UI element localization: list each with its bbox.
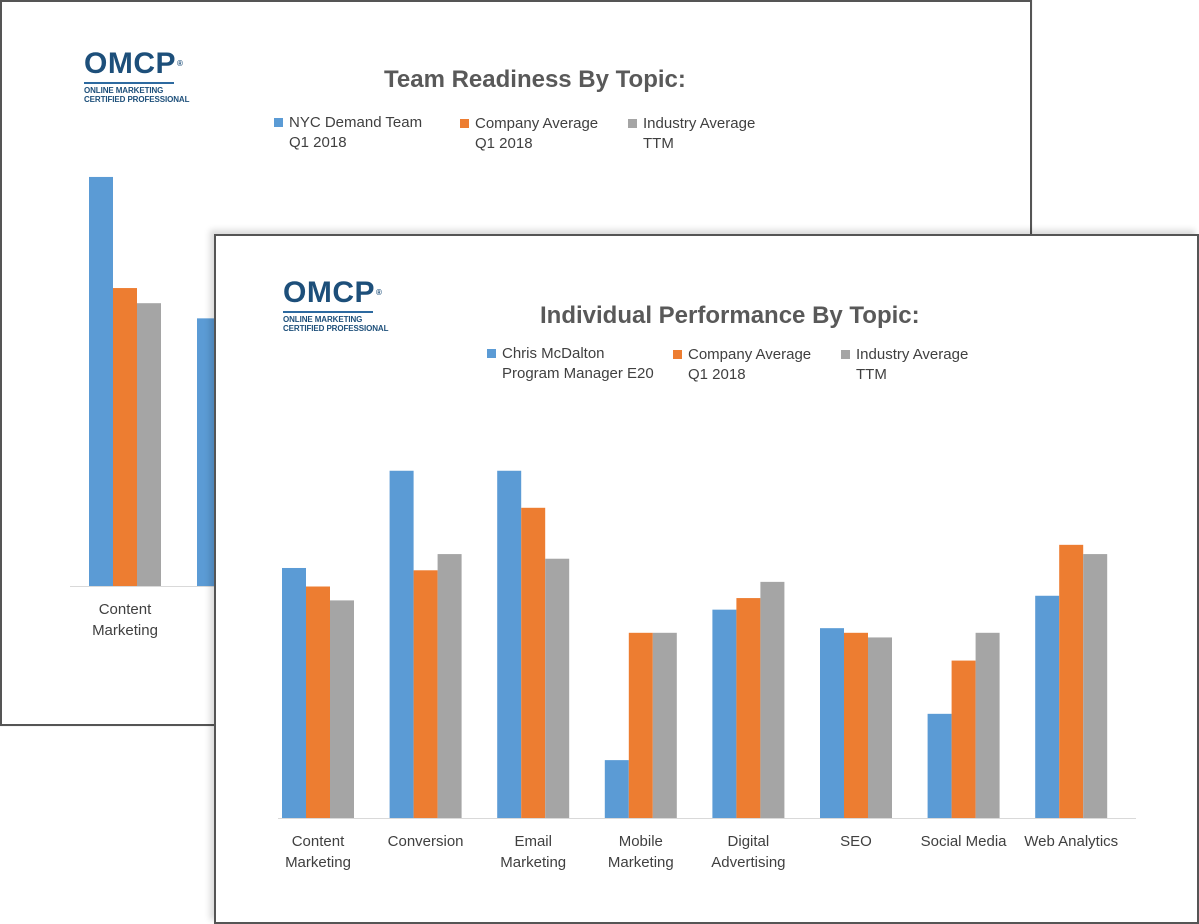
bar: [652, 632, 677, 818]
x-tick-label: Mobile: [619, 833, 663, 850]
legend-label: Company Average: [475, 115, 599, 132]
bar: [844, 632, 868, 818]
x-tick-label: Content: [99, 601, 152, 618]
bar: [137, 303, 161, 586]
bar: [1059, 544, 1084, 818]
bar: [330, 600, 354, 818]
legend-label: Company Average: [688, 346, 812, 363]
bar: [712, 609, 737, 818]
legend-swatch: [628, 119, 637, 128]
chart-title: Team Readiness By Topic:: [384, 66, 686, 93]
x-tick-label: Digital: [728, 833, 770, 850]
x-tick-label: Marketing: [608, 854, 674, 871]
logo-reg: ®: [376, 288, 383, 297]
legend-label: Q1 2018: [475, 135, 533, 152]
legend-label: Industry Average: [856, 346, 969, 363]
bar: [868, 637, 892, 818]
x-tick-label: Marketing: [285, 854, 351, 871]
legend-label: Q1 2018: [688, 366, 746, 383]
legend-item: Industry Average TTM: [841, 345, 968, 385]
bar: [628, 632, 653, 818]
bar: [306, 586, 330, 818]
legend-label: Q1 2018: [289, 134, 347, 151]
individual-performance-plot: Content Marketing Conversion Email Marketing…: [278, 470, 1136, 871]
bar: [820, 628, 844, 818]
x-tick-label: Web Analytics: [1024, 833, 1118, 850]
x-tick-label: SEO: [840, 833, 872, 850]
omcp-logo: OMCP® ONLINE MARKETING CERTIFIED PROFESS…: [84, 49, 189, 104]
bar: [497, 470, 522, 818]
bar: [282, 567, 306, 818]
bar: [604, 760, 629, 818]
legend-item: Industry Average TTM: [628, 114, 755, 154]
bar: [736, 598, 761, 818]
legend-item: Company Average Q1 2018: [460, 114, 598, 154]
logo-rule: [84, 82, 174, 84]
legend-label: TTM: [643, 135, 674, 152]
bar: [760, 581, 785, 818]
logo-mark: OMCP: [283, 276, 375, 309]
legend-item: Chris McDalton Program Manager E20: [487, 344, 654, 384]
legend-item: Company Average Q1 2018: [673, 345, 811, 385]
bar: [389, 470, 414, 818]
omcp-logo: OMCP® ONLINE MARKETING CERTIFIED PROFESS…: [283, 278, 388, 333]
x-tick-label: Email: [514, 833, 552, 850]
bar: [437, 554, 462, 818]
bar: [1035, 595, 1060, 818]
logo-line1: ONLINE MARKETING: [84, 86, 164, 95]
logo-line1: ONLINE MARKETING: [283, 315, 363, 324]
logo-line2: CERTIFIED PROFESSIONAL: [84, 95, 190, 104]
logo-reg: ®: [177, 59, 184, 68]
legend-label: NYC Demand Team: [289, 114, 423, 131]
logo-rule: [283, 311, 373, 313]
bar: [1083, 554, 1108, 818]
legend-label: Industry Average: [643, 115, 756, 132]
bar: [113, 288, 137, 586]
x-tick-label: Content: [292, 833, 345, 850]
legend-swatch: [673, 350, 682, 359]
legend-swatch: [460, 119, 469, 128]
legend-label: TTM: [856, 366, 887, 383]
legend-swatch: [487, 349, 496, 358]
x-tick-label: Advertising: [711, 854, 785, 871]
bar: [975, 632, 1000, 818]
bar: [521, 507, 546, 818]
bar: [413, 570, 438, 818]
bar: [545, 558, 570, 818]
individual-performance-card: OMCP® ONLINE MARKETING CERTIFIED PROFESS…: [214, 234, 1199, 924]
chart-title: Individual Performance By Topic:: [540, 302, 920, 329]
bar: [951, 660, 976, 818]
x-tick-label: Marketing: [500, 854, 566, 871]
logo-line2: CERTIFIED PROFESSIONAL: [283, 324, 389, 333]
legend-label: Chris McDalton: [502, 345, 605, 362]
x-tick-label: Marketing: [92, 622, 158, 639]
legend-swatch: [274, 118, 283, 127]
legend-item: NYC Demand Team Q1 2018: [274, 113, 422, 153]
x-tick-label: Conversion: [388, 833, 464, 850]
legend-swatch: [841, 350, 850, 359]
legend-label: Program Manager E20: [502, 365, 654, 382]
x-tick-label: Social Media: [921, 833, 1008, 850]
bar: [89, 176, 113, 586]
bar: [927, 713, 952, 818]
logo-mark: OMCP: [84, 47, 176, 80]
